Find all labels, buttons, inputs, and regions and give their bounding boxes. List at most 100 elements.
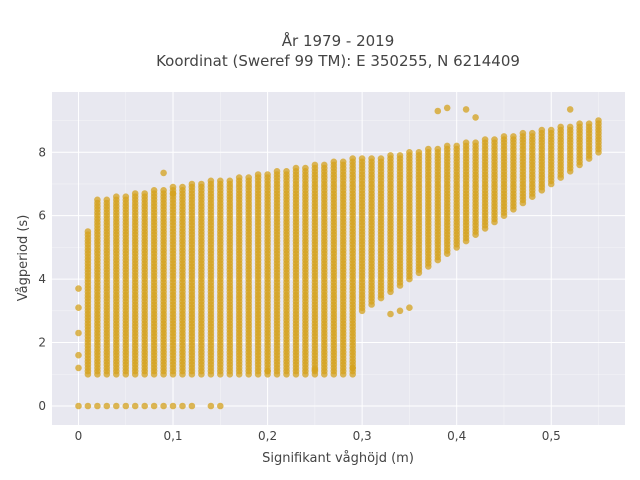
data-point <box>141 402 148 410</box>
data-point <box>188 180 196 188</box>
data-point <box>547 126 555 134</box>
data-point <box>75 364 82 372</box>
y-tick-label: 8 <box>38 145 46 159</box>
data-point <box>103 402 111 410</box>
data-point <box>481 136 489 143</box>
data-point <box>131 190 139 197</box>
chart-title-line-1: År 1979 - 2019 <box>282 31 395 50</box>
tick-labels: 0 0,1 0,2 0,3 0,4 0,5 0 2 4 6 8 <box>38 145 560 443</box>
x-tick-label: 0,4 <box>447 429 466 443</box>
scatter-points <box>75 104 602 410</box>
data-point <box>339 158 347 166</box>
data-point <box>169 190 177 197</box>
data-point <box>292 164 300 172</box>
data-point <box>368 155 375 162</box>
data-point <box>529 129 536 137</box>
data-point <box>538 126 546 134</box>
data-point <box>396 152 404 159</box>
data-point <box>425 145 432 153</box>
data-point <box>188 402 196 410</box>
y-tick-label: 0 <box>38 399 46 413</box>
data-point <box>169 183 177 191</box>
data-point <box>406 149 413 156</box>
data-point <box>510 133 517 140</box>
y-tick-label: 2 <box>38 336 46 350</box>
data-point <box>179 183 186 191</box>
data-point <box>358 155 366 162</box>
data-point <box>434 145 442 153</box>
data-point <box>84 228 92 235</box>
data-point <box>472 114 479 121</box>
data-point <box>453 142 461 150</box>
data-point <box>217 402 224 410</box>
data-point <box>103 196 111 204</box>
y-axis-label: Vågperiod (s) <box>16 215 31 302</box>
data-point <box>235 174 243 181</box>
data-point <box>217 177 224 185</box>
data-point <box>179 402 186 410</box>
data-point <box>264 171 271 178</box>
data-point <box>302 164 309 172</box>
data-point <box>443 104 451 112</box>
data-point <box>160 169 167 177</box>
data-point <box>75 285 82 292</box>
data-point <box>94 402 101 410</box>
data-point <box>566 106 574 113</box>
data-point <box>198 180 205 188</box>
data-point <box>131 402 139 410</box>
x-tick-label: 0,3 <box>353 429 372 443</box>
data-point <box>377 155 385 162</box>
x-tick-label: 0 <box>75 429 83 443</box>
data-point <box>585 120 593 127</box>
chart-title-line-2: Koordinat (Sweref 99 TM): E 350255, N 62… <box>156 52 520 70</box>
data-point <box>311 161 319 169</box>
data-point <box>113 193 120 200</box>
data-point <box>283 168 290 175</box>
x-tick-label: 0,1 <box>163 429 182 443</box>
data-point <box>349 364 357 372</box>
data-point <box>150 187 158 194</box>
data-point <box>122 402 130 410</box>
x-tick-label: 0,2 <box>258 429 277 443</box>
data-point <box>566 123 574 131</box>
data-point <box>311 366 319 373</box>
data-point <box>122 193 130 200</box>
data-point <box>75 402 82 410</box>
data-point <box>160 402 167 410</box>
data-point <box>273 168 281 175</box>
data-point <box>387 152 394 159</box>
data-point <box>264 367 271 375</box>
data-point <box>557 123 564 131</box>
data-point <box>160 187 167 194</box>
data-point <box>226 177 234 185</box>
data-point <box>75 329 82 337</box>
data-point <box>330 158 338 166</box>
data-point <box>387 310 394 318</box>
data-point <box>113 402 120 410</box>
data-point <box>75 304 82 312</box>
data-point <box>75 351 82 359</box>
data-point <box>349 155 357 162</box>
data-point <box>396 307 404 315</box>
data-point <box>415 149 423 156</box>
data-point <box>434 107 442 115</box>
data-point <box>595 117 602 124</box>
data-point <box>443 142 451 150</box>
data-point <box>321 161 328 169</box>
data-point <box>207 177 215 185</box>
data-point <box>169 402 177 410</box>
data-point <box>519 129 527 137</box>
data-point <box>462 139 470 146</box>
data-point <box>491 136 498 143</box>
data-point <box>576 120 583 127</box>
y-tick-label: 6 <box>38 209 46 223</box>
x-axis-label: Signifikant våghöjd (m) <box>262 451 414 466</box>
data-point <box>207 402 215 410</box>
data-point <box>462 106 470 113</box>
data-point <box>141 190 148 197</box>
data-point <box>472 139 479 146</box>
data-point <box>94 196 101 204</box>
data-point <box>84 402 92 410</box>
data-point <box>500 133 508 140</box>
